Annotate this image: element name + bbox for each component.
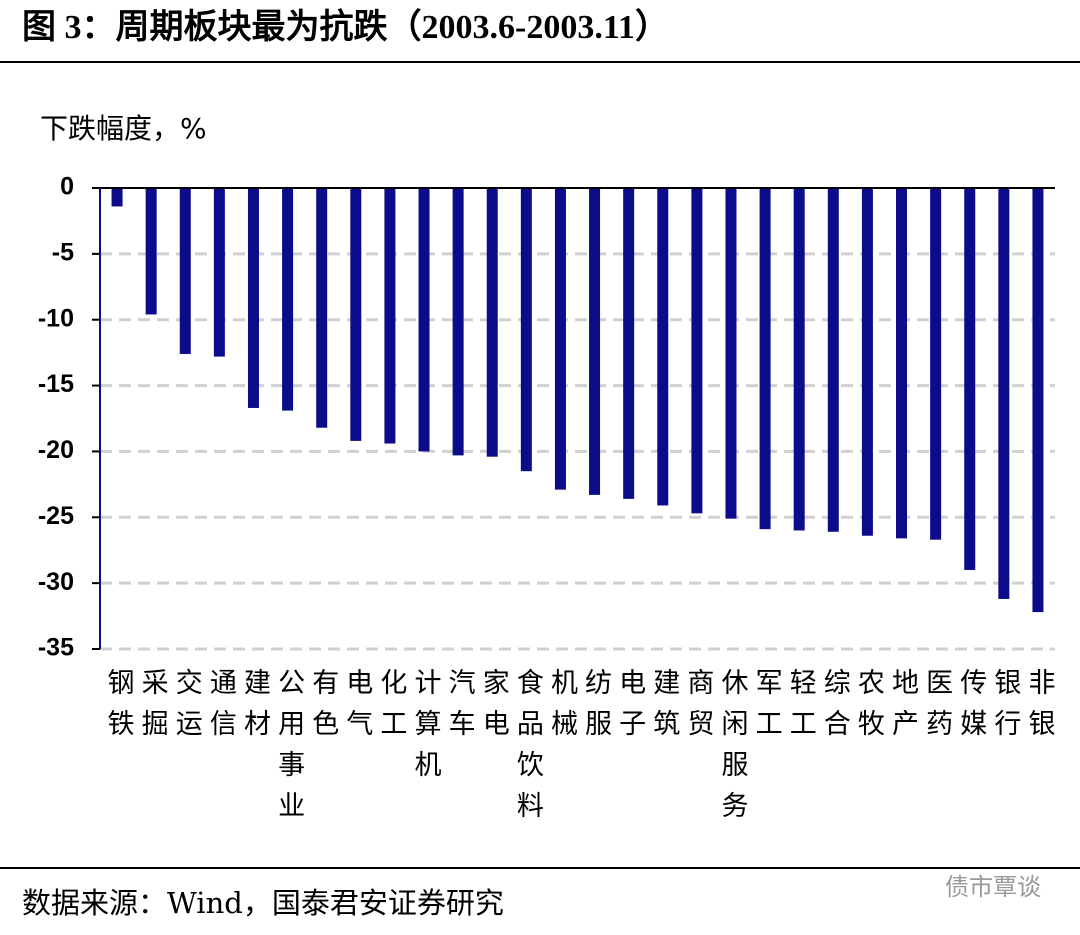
x-tick-label: 农牧	[853, 668, 885, 750]
x-tick-label: 钢铁	[103, 668, 135, 750]
x-tick-label: 轻工	[785, 668, 816, 750]
x-tick-label: 采掘	[137, 668, 169, 750]
x-tick-label: 商贸	[682, 668, 713, 750]
bar	[384, 188, 396, 444]
x-tick-label: 医药	[921, 668, 952, 750]
bar	[179, 188, 191, 354]
source-note: 数据来源：Wind，国泰君安证券研究	[22, 886, 504, 920]
bar	[247, 188, 259, 408]
x-tick-label: 纺服	[580, 668, 612, 750]
x-tick-label: 建材	[239, 668, 271, 750]
bar	[589, 188, 601, 495]
bar	[657, 188, 669, 506]
watermark: 债市覃谈	[945, 873, 1041, 901]
x-tick-label: 休闲服务	[716, 668, 748, 832]
bar	[418, 188, 430, 452]
y-tick-label: -20	[38, 436, 74, 464]
y-tick-label: -25	[38, 502, 74, 530]
bar	[998, 188, 1010, 599]
bar	[930, 188, 942, 540]
bar	[282, 188, 294, 411]
bar	[350, 188, 362, 441]
bar	[691, 188, 703, 514]
bar	[520, 188, 532, 472]
x-tick-label: 非银	[1023, 668, 1055, 750]
x-tick-label: 地产	[887, 668, 919, 750]
y-tick-label: -30	[38, 568, 74, 596]
x-tick-label: 交运	[171, 668, 203, 750]
y-tick-label: 0	[60, 173, 74, 201]
bar	[964, 188, 976, 570]
y-axis-label: 下跌幅度，%	[40, 112, 207, 145]
bar	[861, 188, 873, 536]
y-tick-label: -15	[38, 370, 74, 398]
chart-title: 图 3：周期板块最为抗跌（2003.6-2003.11）	[22, 7, 669, 46]
x-tick-label: 汽车	[444, 668, 476, 750]
x-tick-label: 综合	[819, 668, 850, 750]
x-tick-label: 传媒	[955, 668, 987, 750]
x-tick-label: 银行	[989, 668, 1021, 750]
bar	[827, 188, 839, 532]
bar	[896, 188, 908, 539]
x-tick-label: 有色	[307, 668, 338, 750]
bar	[145, 188, 157, 315]
y-tick-label: -5	[52, 238, 74, 266]
bar	[725, 188, 737, 519]
bar	[316, 188, 328, 428]
bar	[759, 188, 771, 530]
x-tick-label: 机械	[546, 668, 578, 750]
bar	[486, 188, 498, 457]
x-tick-label: 电子	[614, 668, 645, 750]
x-tick-label: 公用事业	[273, 668, 305, 832]
x-tick-label: 军工	[751, 668, 782, 750]
x-tick-label: 化工	[375, 668, 406, 750]
x-tick-label: 家电	[478, 668, 509, 750]
bar	[1032, 188, 1044, 613]
x-tick-label: 建筑	[648, 668, 680, 750]
bar	[554, 188, 566, 490]
bar	[623, 188, 635, 499]
y-tick-label: -35	[38, 634, 74, 662]
x-tick-label: 计算机	[410, 668, 442, 791]
y-tick-label: -10	[38, 304, 74, 332]
x-tick-label: 电气	[341, 668, 373, 750]
bar	[793, 188, 805, 531]
bar	[452, 188, 464, 456]
x-tick-label: 通信	[205, 668, 237, 750]
bar	[111, 188, 123, 207]
x-tick-label: 食品饮料	[512, 668, 544, 832]
bar	[213, 188, 225, 357]
